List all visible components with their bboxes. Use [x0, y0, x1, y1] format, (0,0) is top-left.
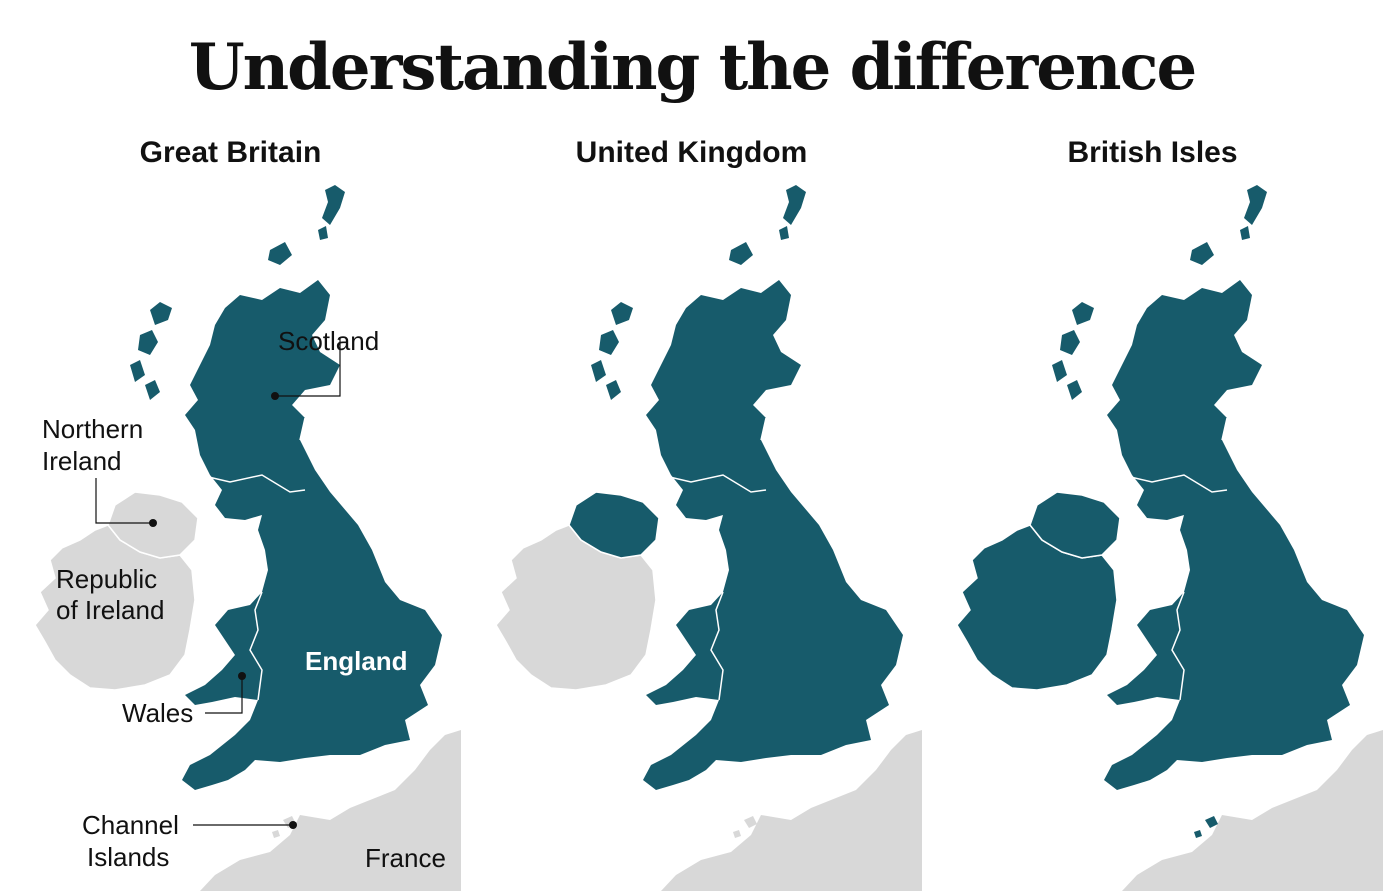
- map-panel-british-isles: British Isles: [922, 130, 1383, 891]
- panel-title-great-britain: Great Britain: [139, 136, 322, 169]
- channel-islands-dot: [289, 821, 297, 829]
- scotland-dot: [271, 392, 279, 400]
- panel-title-british-isles: British Isles: [1067, 136, 1238, 169]
- northern-ireland-dot: [149, 519, 157, 527]
- panel-title-united-kingdom: United Kingdom: [575, 136, 808, 169]
- map-panel-united-kingdom: United Kingdom: [461, 130, 922, 891]
- label-republic-line2: of Ireland: [56, 595, 164, 625]
- label-channel-islands-line2: Islands: [87, 842, 169, 872]
- label-channel-islands-line1: Channel: [82, 810, 179, 840]
- label-scotland: Scotland: [278, 326, 379, 356]
- map-panel-great-britain: Scotland Northern Ireland Republic of Ir…: [0, 130, 461, 891]
- map-great-britain: Scotland Northern Ireland Republic of Ir…: [34, 185, 461, 891]
- label-wales: Wales: [122, 698, 193, 728]
- northern-ireland-leader-line: [95, 478, 153, 524]
- map-british-isles: [956, 185, 1383, 891]
- label-france: France: [365, 843, 446, 873]
- wales-leader-line: [205, 676, 243, 714]
- page-title: Understanding the difference: [188, 30, 1197, 105]
- wales-dot: [238, 672, 246, 680]
- label-northern-ireland-line2: Ireland: [42, 446, 122, 476]
- label-northern-ireland-line1: Northern: [42, 414, 143, 444]
- scotland-leader-line: [275, 338, 341, 397]
- label-republic-line1: Republic: [56, 564, 157, 594]
- great-britain-landmass: [1104, 280, 1364, 790]
- label-england: England: [305, 646, 408, 676]
- map-united-kingdom: [495, 185, 922, 891]
- great-britain-landmass: [643, 280, 903, 790]
